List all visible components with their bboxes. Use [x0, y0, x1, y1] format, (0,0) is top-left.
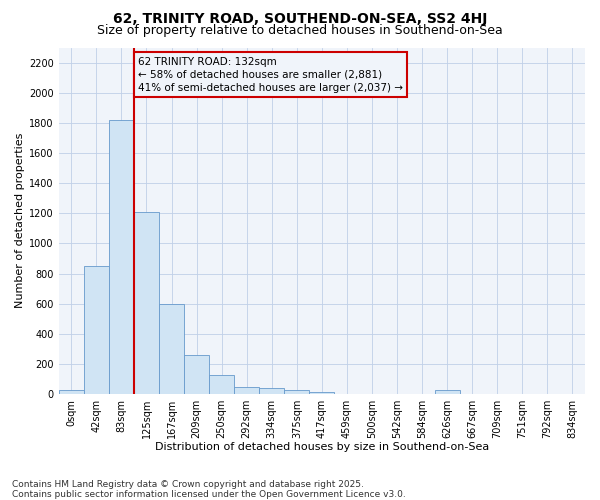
- Bar: [434, 390, 460, 394]
- Text: Contains HM Land Registry data © Crown copyright and database right 2025.
Contai: Contains HM Land Registry data © Crown c…: [12, 480, 406, 499]
- Bar: [209, 375, 234, 394]
- Bar: [234, 386, 259, 394]
- Text: 62 TRINITY ROAD: 132sqm
← 58% of detached houses are smaller (2,881)
41% of semi: 62 TRINITY ROAD: 132sqm ← 58% of detache…: [138, 56, 403, 93]
- Text: Size of property relative to detached houses in Southend-on-Sea: Size of property relative to detached ho…: [97, 24, 503, 37]
- Bar: [134, 212, 159, 394]
- Bar: [59, 390, 84, 394]
- Bar: [284, 390, 310, 394]
- Bar: [109, 120, 134, 394]
- Bar: [310, 392, 334, 394]
- Bar: [159, 304, 184, 394]
- Bar: [184, 355, 209, 394]
- Text: 62, TRINITY ROAD, SOUTHEND-ON-SEA, SS2 4HJ: 62, TRINITY ROAD, SOUTHEND-ON-SEA, SS2 4…: [113, 12, 487, 26]
- Bar: [259, 388, 284, 394]
- Bar: [84, 266, 109, 394]
- Y-axis label: Number of detached properties: Number of detached properties: [15, 133, 25, 308]
- X-axis label: Distribution of detached houses by size in Southend-on-Sea: Distribution of detached houses by size …: [155, 442, 489, 452]
